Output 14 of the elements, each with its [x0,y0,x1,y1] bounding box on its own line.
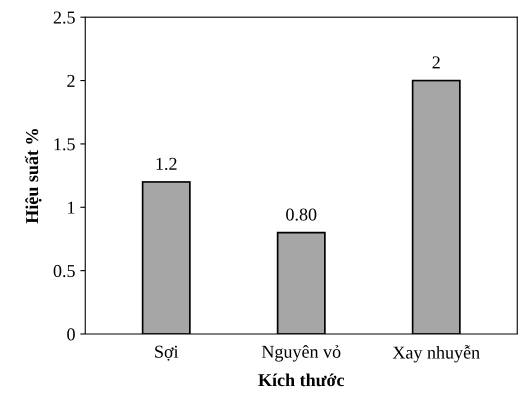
data-label: 0.80 [286,208,316,221]
y-tick-label: 0 [67,328,75,340]
y-tick-label: 2.5 [54,12,75,24]
y-tick-label: 1 [68,202,74,214]
x-axis-title: Kích thước [258,374,344,386]
x-tick-label: Sợi [155,346,178,361]
y-tick-label: 2 [67,74,75,87]
data-label: 2 [432,56,440,68]
x-tick-label: Nguyên vỏ [262,345,340,362]
data-label: 1.2 [156,158,177,170]
y-axis-title: Hiệu suất % [24,129,42,224]
x-tick-label: Xay nhuyễn [392,345,480,362]
y-tick-label: 0.5 [54,264,75,278]
y-tick-label: 1.5 [54,138,75,150]
